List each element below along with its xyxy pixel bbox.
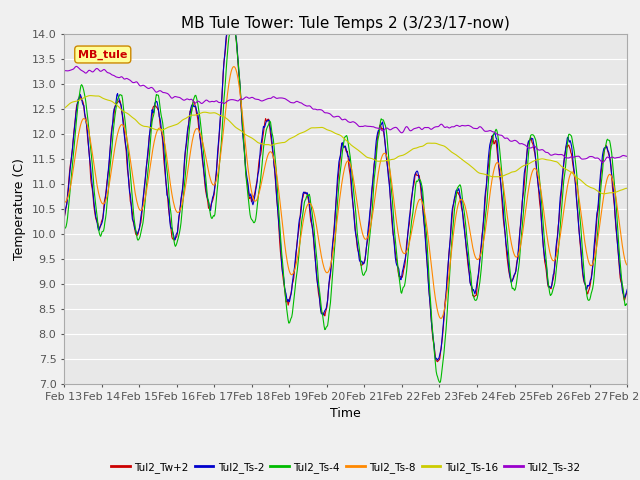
Legend: Tul2_Tw+2, Tul2_Ts-2, Tul2_Ts-4, Tul2_Ts-8, Tul2_Ts-16, Tul2_Ts-32: Tul2_Tw+2, Tul2_Ts-2, Tul2_Ts-4, Tul2_Ts… [107, 457, 584, 477]
Title: MB Tule Tower: Tule Temps 2 (3/23/17-now): MB Tule Tower: Tule Temps 2 (3/23/17-now… [181, 16, 510, 31]
Text: MB_tule: MB_tule [78, 49, 127, 60]
Y-axis label: Temperature (C): Temperature (C) [13, 158, 26, 260]
X-axis label: Time: Time [330, 407, 361, 420]
